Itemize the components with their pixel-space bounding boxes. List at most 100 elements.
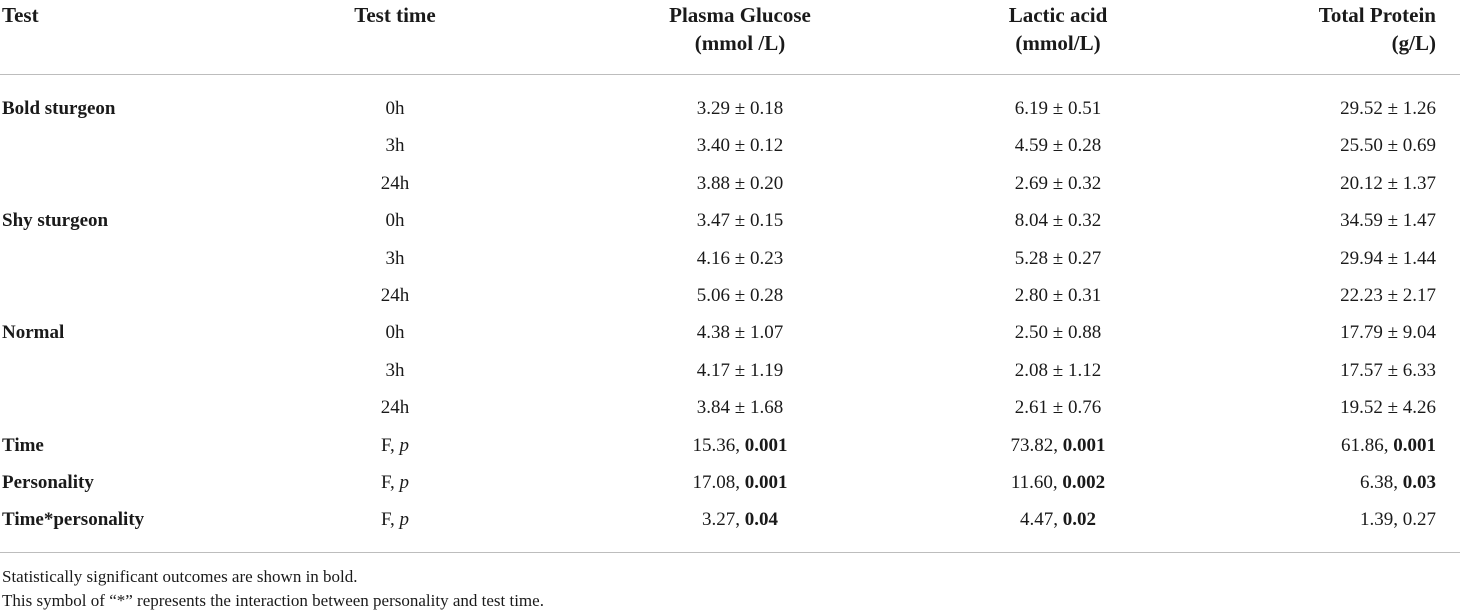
- row-test-time: 24h: [380, 172, 410, 194]
- stats-row: Personality F, p 17.08, 0.001 11.60, 0.002 6…: [0, 464, 1460, 501]
- stats-test-time: F, p: [330, 501, 460, 538]
- table-bottom-divider: [0, 552, 1460, 553]
- header-total-protein-unit: (g/L): [1391, 31, 1436, 55]
- stats-lactic-acid: 11.60, 0.002: [928, 464, 1188, 501]
- stats-total-protein-p-value: 0.001: [1393, 434, 1436, 456]
- footnote-bold-note: Statistically significant outcomes are s…: [2, 567, 358, 586]
- header-plasma-glucose-unit: (mmol /L): [694, 31, 786, 55]
- row-test-time: 0h: [385, 98, 405, 119]
- stats-lactic-acid-p-value: 0.002: [1062, 472, 1106, 493]
- table-row: Shy sturgeon 0h 3.47 ± 0.15 8.04 ± 0.32 34.5…: [0, 202, 1460, 239]
- row-plasma-glucose: 3.47 ± 0.15: [696, 210, 784, 232]
- stats-test-label: Time: [2, 434, 44, 456]
- row-total-protein: 17.57 ± 6.33: [1340, 359, 1436, 381]
- table-row: 3h 4.16 ± 0.23 5.28 ± 0.27 29.94 ± 1.44: [0, 240, 1460, 277]
- row-test-label: Normal: [2, 322, 65, 344]
- row-lactic-acid: 5.28 ± 0.27: [1014, 247, 1102, 269]
- row-total-protein: 29.52 ± 1.26: [1340, 98, 1436, 119]
- stats-p-label: p: [399, 509, 410, 531]
- table-row: 24h 3.84 ± 1.68 2.61 ± 0.76 19.52 ± 4.26: [0, 389, 1460, 426]
- row-test-time: 24h: [380, 285, 410, 306]
- stats-total-protein: 6.38, 0.03: [1176, 464, 1436, 501]
- stats-lactic-acid-p-value: 0.02: [1062, 509, 1096, 531]
- stats-plasma-glucose-p-value: 0.001: [744, 434, 788, 456]
- stats-plasma-glucose-f-value: 3.27,: [702, 509, 745, 531]
- row-total-protein: 34.59 ± 1.47: [1340, 210, 1436, 232]
- stats-plasma-glucose: 15.36, 0.001: [595, 427, 885, 464]
- stats-plasma-glucose-f-value: 15.36,: [692, 434, 745, 456]
- stats-total-protein: 61.86, 0.001: [1176, 427, 1436, 464]
- stats-lactic-acid: 4.47, 0.02: [928, 501, 1188, 538]
- stats-test-time: F, p: [330, 464, 460, 501]
- stats-row: Time*personality F, p 3.27, 0.04 4.47, 0.02…: [0, 501, 1460, 538]
- stats-lactic-acid-f-value: 4.47,: [1020, 509, 1063, 531]
- row-lactic-acid: 4.59 ± 0.28: [1014, 135, 1102, 157]
- row-test-time: 0h: [385, 322, 405, 344]
- table-row: Bold sturgeon 0h 3.29 ± 0.18 6.19 ± 0.51 29.…: [0, 90, 1460, 127]
- header-test: Test: [2, 3, 39, 27]
- row-total-protein: 22.23 ± 2.17: [1340, 285, 1436, 306]
- header-lactic-acid-name: Lactic acid: [1008, 3, 1108, 27]
- table-row: Normal 0h 4.38 ± 1.07 2.50 ± 0.88 17.79 ± 9.…: [0, 314, 1460, 351]
- row-test-time: 0h: [385, 210, 405, 232]
- row-plasma-glucose: 3.88 ± 0.20: [696, 172, 784, 194]
- table-header: Test Test time Plasma Glucose (mmol /L) …: [0, 0, 1460, 74]
- row-test-label: Shy sturgeon: [2, 210, 109, 232]
- header-total-protein: Total Protein (g/L): [1206, 1, 1436, 57]
- stats-total-protein-f-value: 61.86,: [1341, 434, 1394, 456]
- stats-lactic-acid: 73.82, 0.001: [928, 427, 1188, 464]
- stats-lactic-acid-p-value: 0.001: [1062, 434, 1106, 456]
- footnote-interaction-note: This symbol of “*” represents the intera…: [2, 591, 544, 610]
- row-test-time: 3h: [385, 135, 405, 157]
- stats-test-time: F, p: [330, 427, 460, 464]
- stats-test-label: Personality: [2, 472, 94, 493]
- stats-total-protein-p-value: 0.03: [1402, 472, 1436, 493]
- stats-plasma-glucose-p-value: 0.001: [744, 472, 788, 493]
- data-table: Test Test time Plasma Glucose (mmol /L) …: [0, 0, 1460, 553]
- row-test-label: Bold sturgeon: [2, 98, 116, 119]
- row-total-protein: 25.50 ± 0.69: [1340, 135, 1436, 157]
- stats-test-label: Time*personality: [2, 509, 145, 531]
- stats-total-protein-f-value: 6.38,: [1360, 472, 1403, 493]
- stats-total-protein-f-value: 1.39,: [1360, 509, 1403, 531]
- stats-plasma-glucose-f-value: 17.08,: [692, 472, 745, 493]
- row-test-time: 3h: [385, 247, 405, 269]
- stats-plasma-glucose: 17.08, 0.001: [595, 464, 885, 501]
- row-total-protein: 17.79 ± 9.04: [1340, 322, 1436, 344]
- row-lactic-acid: 2.80 ± 0.31: [1014, 285, 1102, 306]
- row-plasma-glucose: 5.06 ± 0.28: [696, 285, 784, 306]
- row-lactic-acid: 2.50 ± 0.88: [1014, 322, 1102, 344]
- stats-f-label: F,: [380, 509, 400, 531]
- row-test-time: 3h: [385, 359, 405, 381]
- header-lactic-acid: Lactic acid (mmol/L): [928, 1, 1188, 57]
- row-total-protein: 20.12 ± 1.37: [1340, 172, 1436, 194]
- row-lactic-acid: 2.69 ± 0.32: [1014, 172, 1102, 194]
- row-test-time: 24h: [380, 397, 410, 419]
- row-total-protein: 19.52 ± 4.26: [1340, 397, 1436, 419]
- table-row: 24h 3.88 ± 0.20 2.69 ± 0.32 20.12 ± 1.37: [0, 165, 1460, 202]
- header-total-protein-name: Total Protein: [1318, 3, 1436, 27]
- row-plasma-glucose: 3.29 ± 0.18: [696, 98, 784, 119]
- row-lactic-acid: 6.19 ± 0.51: [1014, 98, 1102, 119]
- stats-total-protein-p-value: 0.27: [1402, 509, 1436, 531]
- stats-p-label: p: [399, 472, 410, 493]
- table-row: 24h 5.06 ± 0.28 2.80 ± 0.31 22.23 ± 2.17: [0, 277, 1460, 314]
- stats-total-protein: 1.39, 0.27: [1176, 501, 1436, 538]
- row-plasma-glucose: 4.16 ± 0.23: [696, 247, 784, 269]
- stats-lactic-acid-f-value: 73.82,: [1010, 434, 1063, 456]
- header-test-time: Test time: [354, 3, 436, 27]
- row-plasma-glucose: 3.84 ± 1.68: [696, 397, 784, 419]
- table-row: 3h 4.17 ± 1.19 2.08 ± 1.12 17.57 ± 6.33: [0, 352, 1460, 389]
- row-lactic-acid: 8.04 ± 0.32: [1014, 210, 1102, 232]
- header-plasma-glucose: Plasma Glucose (mmol /L): [595, 1, 885, 57]
- header-divider: [0, 74, 1460, 75]
- stats-f-label: F,: [380, 434, 400, 456]
- row-plasma-glucose: 4.38 ± 1.07: [696, 322, 784, 344]
- stats-f-label: F,: [380, 472, 400, 493]
- row-lactic-acid: 2.08 ± 1.12: [1014, 359, 1102, 381]
- stats-plasma-glucose: 3.27, 0.04: [595, 501, 885, 538]
- header-plasma-glucose-name: Plasma Glucose: [669, 3, 811, 27]
- stats-plasma-glucose-p-value: 0.04: [744, 509, 778, 531]
- stats-p-label: p: [399, 434, 410, 456]
- table-row: 3h 3.40 ± 0.12 4.59 ± 0.28 25.50 ± 0.69: [0, 127, 1460, 164]
